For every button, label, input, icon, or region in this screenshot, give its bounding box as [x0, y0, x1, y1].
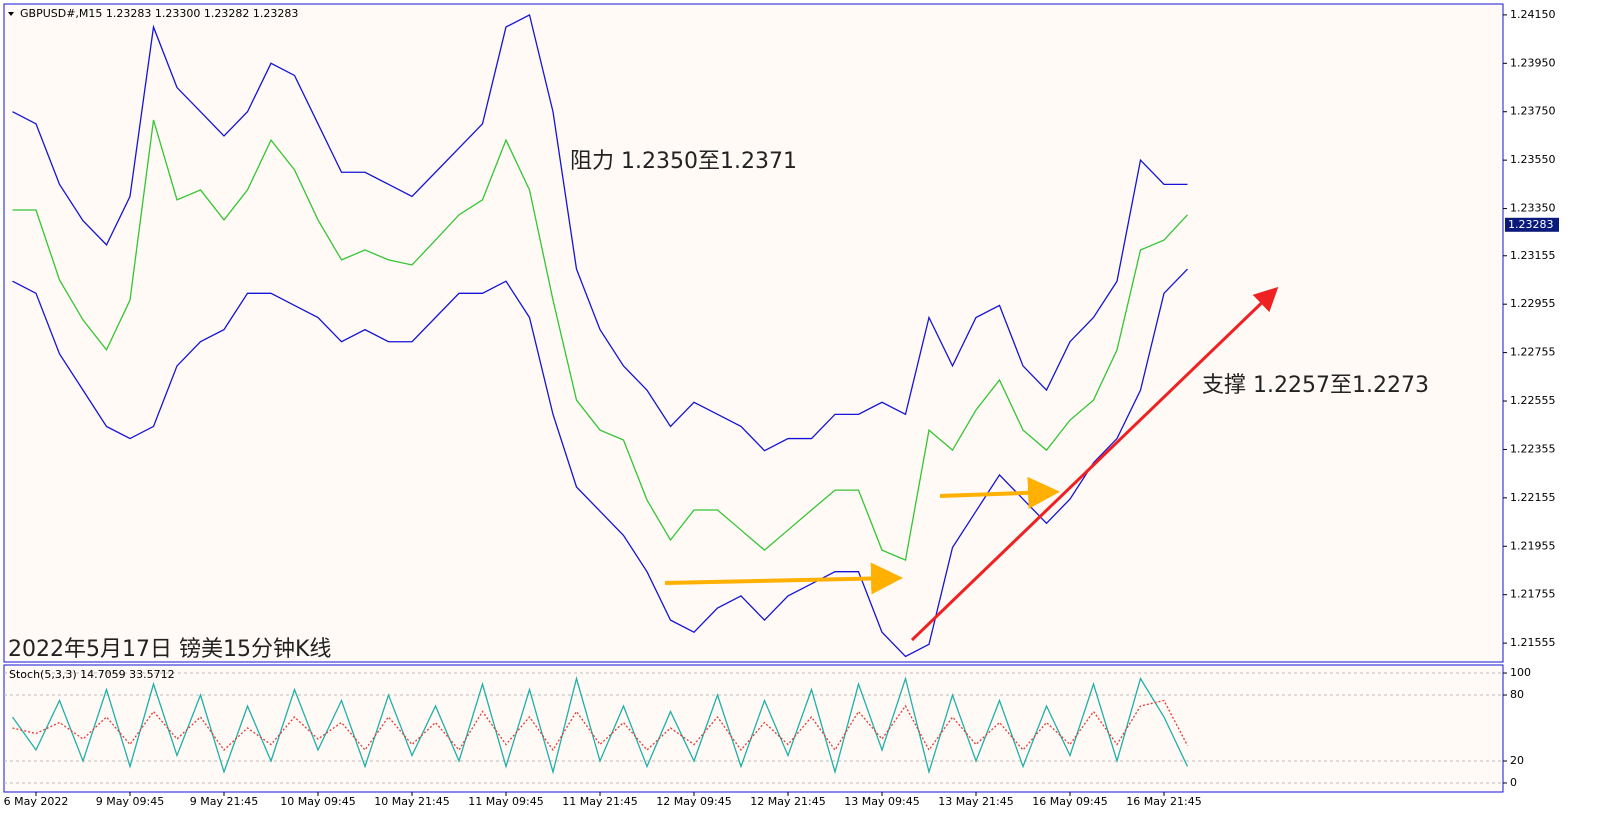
y-tick-label: 1.21555	[1510, 636, 1556, 649]
header: GBPUSD#,M15 1.23283 1.23300 1.23282 1.23…	[20, 7, 298, 20]
x-tick-label: 6 May 2022	[4, 795, 69, 808]
y-tick-label: 1.23155	[1510, 249, 1556, 262]
series-line	[12, 268, 1188, 658]
series-line	[12, 13, 1188, 452]
x-tick-label: 10 May 21:45	[374, 795, 449, 808]
x-tick-label: 12 May 09:45	[656, 795, 731, 808]
x-tick-label: 13 May 09:45	[844, 795, 919, 808]
series-line	[12, 119, 1188, 561]
annotation: 2022年5月17日 镑美15分钟K线	[8, 637, 331, 662]
y-tick-label: 1.21755	[1510, 588, 1556, 601]
y-tick-label: 0	[1510, 776, 1517, 789]
series-line	[12, 699, 1189, 752]
y-tick-label: 1.22555	[1510, 394, 1556, 407]
x-tick-label: 9 May 21:45	[190, 795, 258, 808]
arrow	[664, 562, 903, 595]
y-tick-label: 1.22355	[1510, 442, 1556, 455]
price-panel	[3, 3, 1504, 663]
x-tick-label: 16 May 21:45	[1126, 795, 1201, 808]
x-tick-label: 13 May 21:45	[938, 795, 1013, 808]
y-tick-label: 80	[1510, 688, 1524, 701]
y-tick-label: 20	[1510, 754, 1524, 767]
x-tick-label: 9 May 09:45	[96, 795, 164, 808]
y-tick-label: 1.22755	[1510, 346, 1556, 359]
stoch-panel	[3, 664, 1504, 793]
collapse-icon	[8, 12, 14, 16]
y-tick-label: 1.23950	[1510, 56, 1556, 69]
price-box	[1505, 217, 1559, 232]
annotation: 阻力 1.2350至1.2371	[570, 149, 797, 174]
y-tick-label: 1.23350	[1510, 202, 1556, 215]
arrow	[939, 476, 1060, 509]
y-tick-label: 1.22155	[1510, 491, 1556, 504]
y-tick-label: 1.24150	[1510, 8, 1556, 21]
y-tick-label: 1.22955	[1510, 297, 1556, 310]
x-tick-label: 11 May 09:45	[468, 795, 543, 808]
price-label: 1.23283	[1508, 218, 1554, 231]
y-tick-label: 1.23750	[1510, 105, 1556, 118]
series-line	[11, 676, 1189, 775]
annotation: 支撑 1.2257至1.2273	[1202, 373, 1429, 398]
x-tick-label: 12 May 21:45	[750, 795, 825, 808]
stoch-title: Stoch(5,3,3) 14.7059 33.5712	[9, 668, 175, 681]
x-tick-label: 10 May 09:45	[280, 795, 355, 808]
x-tick-label: 11 May 21:45	[562, 795, 637, 808]
x-tick-label: 16 May 09:45	[1032, 795, 1107, 808]
y-tick-label: 1.21955	[1510, 539, 1556, 552]
arrow	[910, 286, 1279, 642]
y-tick-label: 100	[1510, 666, 1531, 679]
y-tick-label: 1.23550	[1510, 153, 1556, 166]
